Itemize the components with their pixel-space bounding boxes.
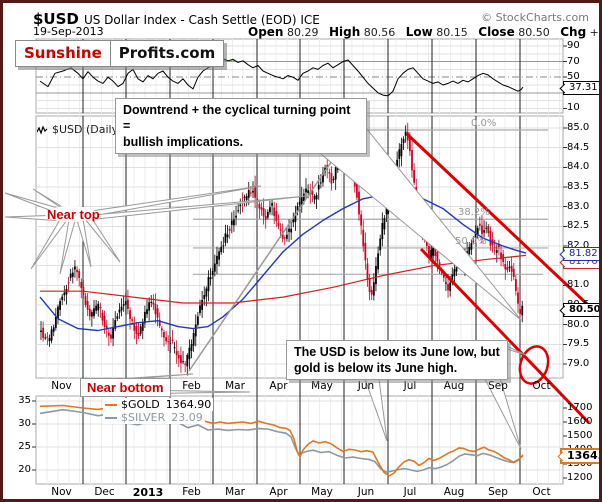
downtrend-text-line1: Downtrend + the cyclical turning point = xyxy=(123,103,351,133)
rsi-ytick-label: 50 xyxy=(567,71,580,83)
usd-gold-text-line2: gold is below its June high. xyxy=(294,361,458,375)
gold-line-swatch xyxy=(105,404,117,406)
price-ytick-label: 83.0 xyxy=(567,200,590,212)
downtrend-annotation-box[interactable]: Downtrend + the cyclical turning point =… xyxy=(115,98,367,154)
series-label-text: $USD (Daily) xyxy=(52,123,123,136)
month-label-lower: Apr xyxy=(269,486,288,498)
sparkline-icon xyxy=(37,124,48,135)
high-value: 80.56 xyxy=(363,26,396,39)
month-label-main: Aug xyxy=(443,380,465,392)
chart-header: $USD US Dollar Index - Cash Settle (EOD)… xyxy=(33,9,593,28)
chart-title: US Dollar Index - Cash Settle (EOD) ICE xyxy=(83,13,320,27)
month-label-lower: Dec xyxy=(94,486,115,498)
last-price-box: 80.50 xyxy=(563,303,599,317)
quote-date: 19-Sep-2013 xyxy=(33,25,104,38)
ma50-value-box: 81.82 xyxy=(563,247,599,261)
gold-legend-name: $GOLD xyxy=(121,398,160,411)
month-label-main: Oct xyxy=(532,380,551,392)
silver-ytick-label: 25 xyxy=(18,441,31,452)
silver-ytick-label: 30 xyxy=(18,418,31,429)
month-label-main: Feb xyxy=(182,380,201,392)
fib-retracement-label: 50.0% xyxy=(455,235,487,247)
rsi-value-box: 37.31 xyxy=(563,81,599,95)
price-ytick-label: 82.5 xyxy=(567,220,590,232)
price-ytick-label: 79.5 xyxy=(567,338,590,350)
silver-legend-value: 23.09 xyxy=(171,411,203,424)
high-label: High xyxy=(328,25,361,39)
sunshine-profits-logo[interactable]: Sunshine Profits.com xyxy=(15,40,225,67)
month-label-lower: Oct xyxy=(532,486,551,498)
month-label-main: Jul xyxy=(403,380,417,392)
month-label-lower: May xyxy=(311,486,333,498)
month-label-lower: Sep xyxy=(488,486,508,498)
rsi-ytick-label: 70 xyxy=(567,55,580,67)
near-top-label[interactable]: Near top xyxy=(47,207,100,222)
fib-retracement-label: 0.0% xyxy=(471,117,497,129)
silver-legend[interactable]: $SILVER 23.09 xyxy=(103,411,205,424)
usd-gold-annotation-box[interactable]: The USD is below its June low, but gold … xyxy=(286,340,508,380)
month-label-main: Apr xyxy=(269,380,288,392)
gold-ytick-label: 1700 xyxy=(567,402,593,413)
price-ytick-label: 79.0 xyxy=(567,357,590,369)
month-label-lower: 2013 xyxy=(132,486,164,499)
logo-sunshine: Sunshine xyxy=(16,41,111,66)
month-label-lower: Jun xyxy=(357,486,375,498)
gold-legend[interactable]: $GOLD 1364.90 xyxy=(103,398,214,411)
low-label: Low xyxy=(405,25,433,39)
low-value: 80.15 xyxy=(436,26,468,39)
month-label-main: Mar xyxy=(225,380,245,392)
price-ytick-label: 83.5 xyxy=(567,180,590,192)
month-label-main: Jun xyxy=(357,380,375,392)
quote-row: 19-Sep-2013 Open 80.29 High 80.56 Low 80… xyxy=(33,25,599,39)
chg-label: Chg xyxy=(560,25,587,39)
price-ytick-label: 84.0 xyxy=(567,161,590,173)
close-value: 80.50 xyxy=(518,26,550,39)
price-ytick-label: 82.0 xyxy=(567,239,590,251)
month-label-main: May xyxy=(311,380,333,392)
rsi-ytick-label: 90 xyxy=(567,40,580,51)
month-label-lower: Nov xyxy=(51,486,72,498)
silver-ytick-label: 20 xyxy=(18,464,31,475)
series-label: $USD (Daily) xyxy=(37,123,122,136)
silver-ytick-label: 35 xyxy=(18,395,31,406)
month-label-lower: Mar xyxy=(225,486,245,498)
close-label: Close xyxy=(478,25,515,39)
silver-legend-name: $SILVER xyxy=(121,411,166,424)
month-label-lower: Jul xyxy=(403,486,417,498)
gold-ytick-label: 1600 xyxy=(567,416,593,427)
usd-gold-text-line1: The USD is below its June low, but xyxy=(294,345,500,359)
rsi-ytick-label: 10 xyxy=(567,102,580,114)
chart-canvas xyxy=(4,38,599,485)
gold-ytick-label: 1200 xyxy=(567,472,593,483)
fib-retracement-label: 38.2% xyxy=(458,207,490,219)
stockcharts-copyright: © StockCharts.com xyxy=(481,11,589,24)
price-ytick-label: 81.0 xyxy=(567,279,590,291)
month-label-lower: Aug xyxy=(443,486,465,498)
price-ytick-label: 80.0 xyxy=(567,318,590,330)
silver-line-swatch xyxy=(105,417,117,419)
ticker-symbol: $USD xyxy=(33,10,79,28)
gold-legend-value: 1364.90 xyxy=(165,398,212,411)
open-value: 80.29 xyxy=(286,26,319,39)
chg-value: +0.27 (+0.34%) xyxy=(589,26,599,39)
month-label-main: Sep xyxy=(488,380,508,392)
price-ytick-label: 84.5 xyxy=(567,141,590,153)
price-ytick-label: 85.0 xyxy=(567,122,590,133)
gold-last-price-box: 1364.90 xyxy=(560,448,599,464)
gold-ytick-label: 1500 xyxy=(567,430,593,441)
downtrend-text-line2: bullish implications. xyxy=(123,135,244,149)
month-label-main: Nov xyxy=(51,380,72,392)
ohlc-readout: Open 80.29 High 80.56 Low 80.15 Close 80… xyxy=(248,25,599,39)
near-bottom-label[interactable]: Near bottom xyxy=(80,378,171,397)
logo-profits: Profits.com xyxy=(118,44,216,62)
open-label: Open xyxy=(248,25,284,39)
month-label-lower: Feb xyxy=(182,486,201,498)
